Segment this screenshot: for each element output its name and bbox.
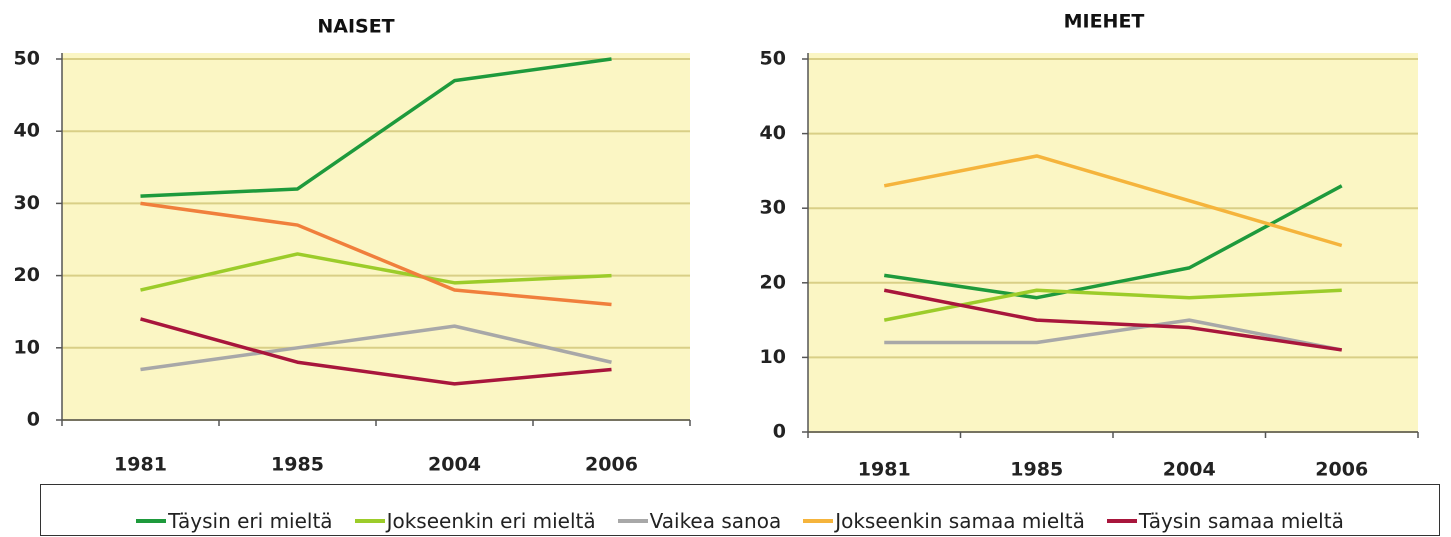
x-tick-label: 2006 [585, 454, 638, 476]
x-tick-label: 2004 [1163, 459, 1216, 481]
chart-title: NAISET [317, 16, 394, 38]
y-tick-label: 30 [760, 197, 786, 219]
series-line [140, 57, 612, 198]
x-tick-label: 2004 [428, 454, 481, 476]
legend-swatch [136, 519, 167, 523]
series-line [884, 318, 1343, 352]
y-tick-label: 20 [760, 271, 786, 293]
plot-area [62, 53, 690, 420]
legend-label: Vaikea sanoa [649, 509, 782, 533]
y-tick-label: 10 [760, 346, 786, 368]
y-tick-label: 0 [773, 421, 786, 443]
x-tick-label: 2006 [1315, 459, 1368, 481]
x-tick-label: 1985 [1010, 459, 1063, 481]
y-tick-label: 40 [760, 122, 786, 144]
series-line [140, 324, 612, 372]
x-tick-label: 1981 [114, 454, 167, 476]
y-tick-label: 30 [14, 192, 40, 214]
y-tick-label: 50 [760, 48, 786, 70]
x-tick-label: 1981 [858, 459, 911, 481]
series-line [140, 317, 612, 386]
chart-title: MIEHET [1064, 11, 1145, 33]
legend-label: Täysin eri mieltä [168, 509, 333, 533]
charts: NAISET 0 10 20 30 40 50 1981 1985 2004 2006 MIEHET 0… [14, 11, 1419, 481]
series-line [140, 201, 612, 307]
series-line [883, 288, 1343, 352]
legend-item: Täysin samaa mieltä [1106, 509, 1344, 533]
legend-swatch [803, 519, 834, 523]
legend-label: Jokseenkin eri mieltä [386, 509, 596, 533]
y-tick-label: 40 [14, 120, 40, 142]
series-line [140, 252, 612, 292]
x-tick-label: 1985 [271, 454, 324, 476]
legend-item: Jokseenkin samaa mieltä [803, 509, 1085, 533]
series-line [883, 184, 1343, 300]
legend: Täysin eri mieltä Jokseenkin eri mieltä Va… [40, 484, 1440, 536]
legend-item: Vaikea sanoa [617, 509, 782, 533]
legend-swatch [1106, 519, 1137, 523]
y-tick-label: 10 [14, 336, 40, 358]
series-line [883, 154, 1343, 248]
legend-item: Täysin eri mieltä [136, 509, 333, 533]
plot-area [808, 53, 1418, 432]
legend-label: Jokseenkin samaa mieltä [835, 509, 1085, 533]
legend-swatch [354, 519, 385, 523]
legend-item: Jokseenkin eri mieltä [354, 509, 596, 533]
legend-swatch [617, 519, 648, 523]
y-tick-label: 20 [14, 264, 40, 286]
y-tick-label: 0 [27, 409, 40, 431]
legend-label: Täysin samaa mieltä [1138, 509, 1344, 533]
y-tick-label: 50 [14, 48, 40, 70]
